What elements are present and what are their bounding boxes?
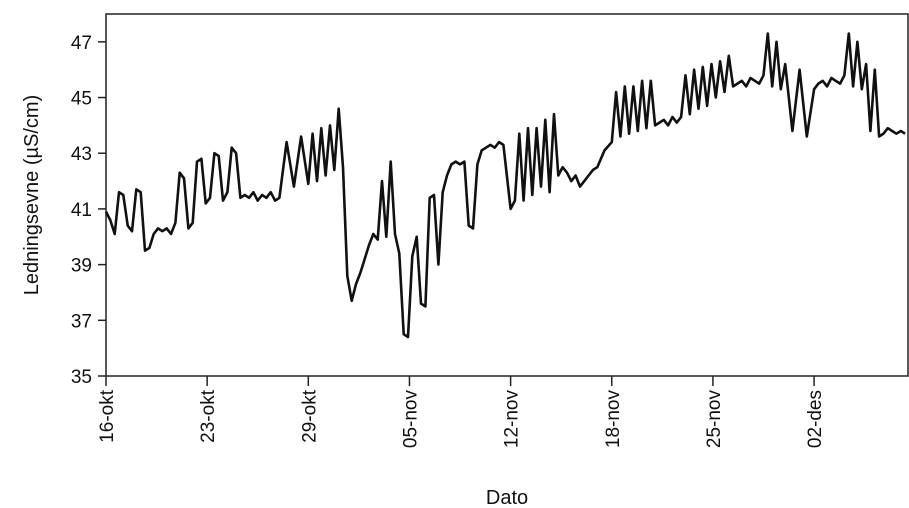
y-tick-label: 37 bbox=[71, 311, 92, 332]
y-axis-title: Ledningsevne (µS/cm) bbox=[21, 95, 43, 296]
x-axis-ticks: 16-okt 23-okt 29-okt 05-nov 12-nov 18-nov 25-n… bbox=[97, 376, 826, 448]
y-tick-label: 35 bbox=[71, 367, 92, 388]
y-tick-label: 41 bbox=[71, 200, 92, 221]
x-tick-label: 02-des bbox=[805, 390, 826, 448]
x-tick-label: 29-okt bbox=[299, 389, 320, 443]
x-tick-label: 18-nov bbox=[603, 390, 624, 449]
y-tick-label: 39 bbox=[71, 256, 92, 277]
x-tick-label: 05-nov bbox=[400, 390, 421, 449]
conductivity-series-line bbox=[104, 32, 906, 339]
plot-frame bbox=[105, 13, 909, 377]
x-tick-label: 12-nov bbox=[502, 390, 523, 449]
y-tick-label: 47 bbox=[71, 33, 92, 54]
x-tick-label: 23-okt bbox=[198, 389, 219, 443]
y-tick-label: 43 bbox=[71, 144, 92, 165]
y-tick-label: 45 bbox=[71, 89, 92, 110]
plot-border bbox=[105, 13, 909, 377]
x-tick-label: 25-nov bbox=[704, 390, 725, 449]
series-layer bbox=[104, 32, 906, 339]
x-tick-label: 16-okt bbox=[97, 389, 118, 443]
x-axis-title: Dato bbox=[486, 487, 528, 508]
y-axis-ticks: 35 37 39 41 43 45 47 bbox=[71, 33, 106, 388]
